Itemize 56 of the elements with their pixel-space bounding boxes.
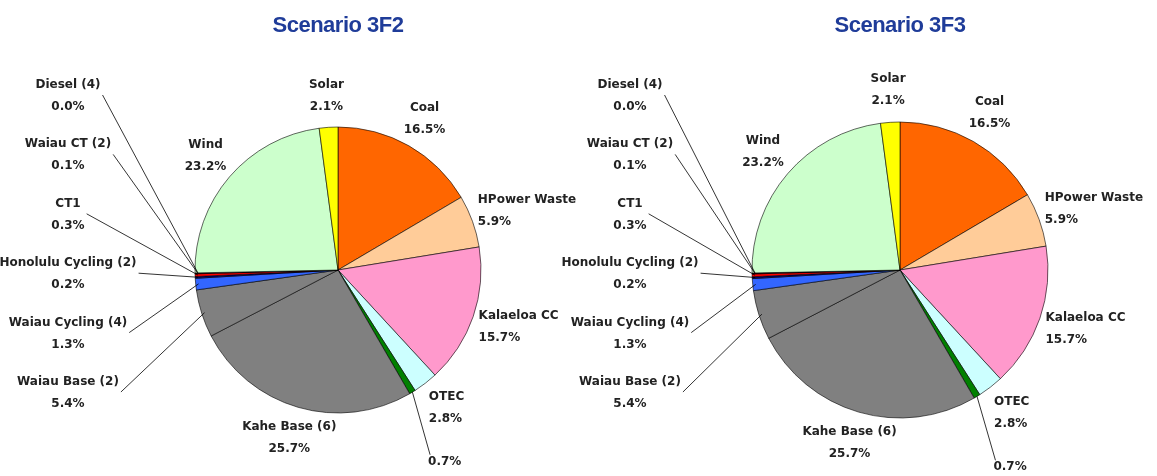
slice-label: CT1 — [617, 195, 643, 210]
data-label: 2.1% — [309, 98, 344, 113]
slice-label: Waiau Cycling (4) — [8, 314, 128, 329]
data-label: 23.2% — [742, 155, 784, 170]
data-label: 5.9% — [1044, 211, 1078, 226]
slice-label: Wind — [188, 137, 223, 152]
data-label: 2.8% — [428, 411, 463, 426]
slice-label: Waiau Base (2) — [17, 374, 119, 388]
text: 0.0% — [613, 99, 647, 113]
data-label: 25.7% — [828, 446, 871, 461]
data-label: 1.3% — [613, 336, 647, 351]
data-label: 0.2% — [613, 277, 647, 292]
data-label: 0.1% — [613, 158, 647, 173]
data-label: 5.4% — [613, 396, 647, 410]
data-label: 23.2% — [184, 159, 227, 174]
data-label: 0.2% — [51, 277, 85, 292]
slice-label: HPower Waste — [477, 191, 577, 206]
data-label: 0.7% — [428, 453, 462, 468]
data-label: 0.3% — [51, 217, 85, 232]
chart-title: Scenario 3F3 — [834, 12, 966, 37]
data-label: 0.7% — [993, 459, 1027, 474]
text: 0.0% — [51, 99, 85, 113]
slice-label: Solar — [308, 76, 345, 91]
slice-label: Waiau Cycling (4) — [570, 314, 690, 329]
slice-label: HPower Waste — [1044, 189, 1144, 204]
data-label: 5.4% — [51, 396, 85, 410]
slice-label: CT1 — [55, 195, 81, 210]
category-label: Diesel (4) — [35, 77, 101, 91]
slice-label: OTEC — [428, 389, 465, 404]
chart-title: Scenario 3F2 — [272, 12, 404, 37]
data-label: 16.5% — [403, 121, 446, 136]
data-label: 5.9% — [477, 213, 512, 228]
slice-label: OTEC — [994, 393, 1030, 408]
data-label: 0.3% — [613, 217, 647, 232]
slice-label: Kahe Base (6) — [802, 424, 897, 439]
data-label: 1.3% — [51, 336, 85, 351]
slice-label: Waiau Base (2) — [579, 374, 681, 388]
data-label: 2.8% — [994, 415, 1028, 430]
slice-label: Kahe Base (6) — [242, 418, 337, 433]
slice-label: Waiau CT (2) — [586, 136, 674, 151]
data-label: 0.1% — [51, 158, 85, 173]
slice-label: Coal — [409, 99, 440, 114]
slice-label: Coal — [974, 94, 1005, 109]
slice-label: Kalaeloa CC — [478, 307, 559, 322]
slice-label: Wind — [745, 133, 781, 148]
data-label: 16.5% — [968, 116, 1011, 131]
data-label: 25.7% — [268, 440, 311, 455]
category-label: Diesel (4) — [597, 77, 663, 91]
slice-label: Honolulu Cycling (2) — [561, 255, 699, 270]
slice-label: Solar — [870, 70, 906, 85]
data-label: 15.7% — [1045, 331, 1088, 346]
slice-label: Kalaeloa CC — [1045, 309, 1126, 324]
data-label: 2.1% — [871, 92, 905, 107]
slice-label: Honolulu Cycling (2) — [0, 255, 137, 270]
data-label: 15.7% — [478, 329, 521, 344]
slice-label: Waiau CT (2) — [24, 136, 112, 151]
